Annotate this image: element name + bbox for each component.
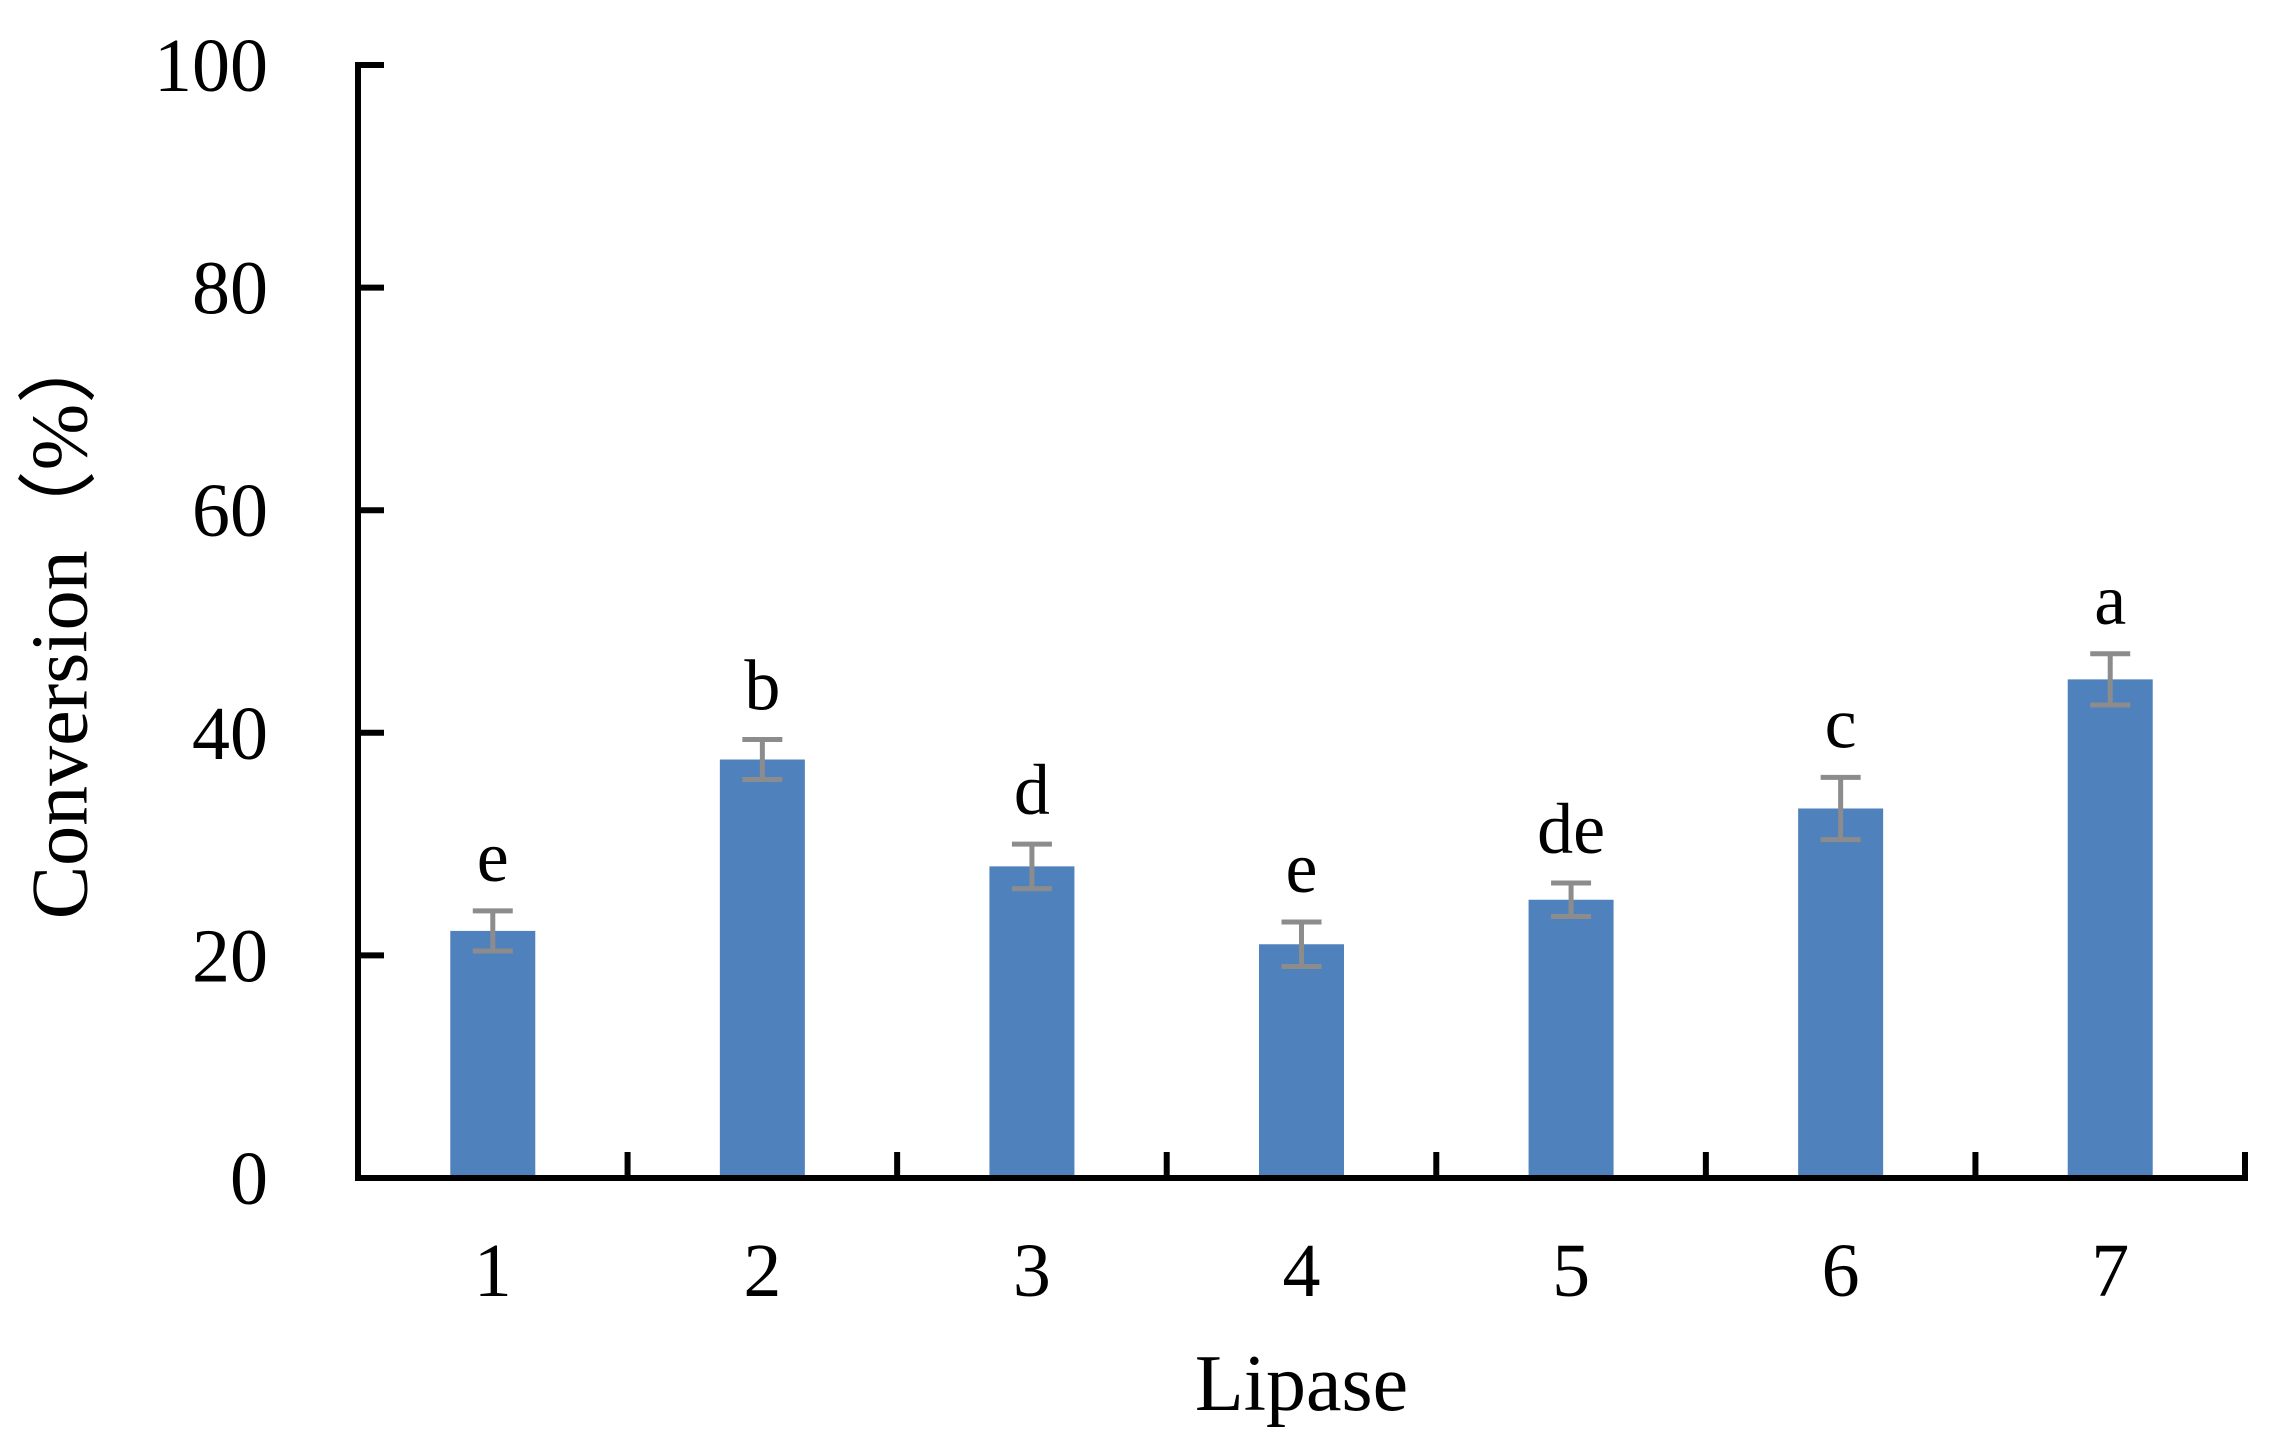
x-tick-label: 1	[474, 1229, 512, 1313]
error-bar	[742, 736, 783, 783]
bar	[719, 759, 805, 1178]
significance-label: c	[1825, 683, 1857, 763]
bar	[1528, 899, 1614, 1178]
bar	[989, 866, 1075, 1178]
significance-label: d	[1014, 750, 1050, 830]
significance-label: e	[1286, 828, 1318, 908]
y-axis-title: Conversion（%）	[16, 324, 104, 920]
significance-label: e	[477, 817, 509, 897]
x-ticks-layer: 1 2 3 4 5 6 7	[474, 1152, 2248, 1313]
x-tick-label: 4	[1283, 1229, 1321, 1313]
axes-layer	[355, 62, 2248, 1181]
bars-layer	[450, 679, 2153, 1178]
x-tick-label: 3	[1013, 1229, 1051, 1313]
y-tick-label: 80	[192, 247, 268, 331]
error-bar	[1551, 880, 1592, 919]
x-tick-label: 6	[1822, 1229, 1860, 1313]
error-bar	[1011, 841, 1052, 892]
significance-label: a	[2094, 560, 2126, 640]
y-tick-label: 20	[192, 914, 268, 998]
y-ticks-layer: 0 20 40 60 80 100	[154, 24, 384, 1221]
error-bar	[1820, 774, 1861, 843]
bar	[450, 930, 536, 1178]
bar	[1798, 808, 1884, 1178]
x-axis-title: Lipase	[1195, 1340, 1408, 1428]
y-tick-label: 40	[192, 692, 268, 776]
x-tick-label: 2	[743, 1229, 781, 1313]
y-tick-label: 60	[192, 469, 268, 553]
error-bars-layer	[472, 651, 2131, 970]
error-bar	[1281, 919, 1322, 970]
significance-label: b	[744, 645, 780, 725]
y-tick-label: 0	[230, 1137, 268, 1221]
x-tick-label: 5	[1552, 1229, 1590, 1313]
x-tick-label: 7	[2091, 1229, 2129, 1313]
error-bar	[472, 908, 513, 954]
y-tick-label: 100	[154, 24, 268, 108]
bar	[2067, 679, 2153, 1178]
significance-label: de	[1537, 789, 1605, 869]
bar	[1259, 944, 1344, 1178]
error-bar	[2090, 651, 2131, 708]
